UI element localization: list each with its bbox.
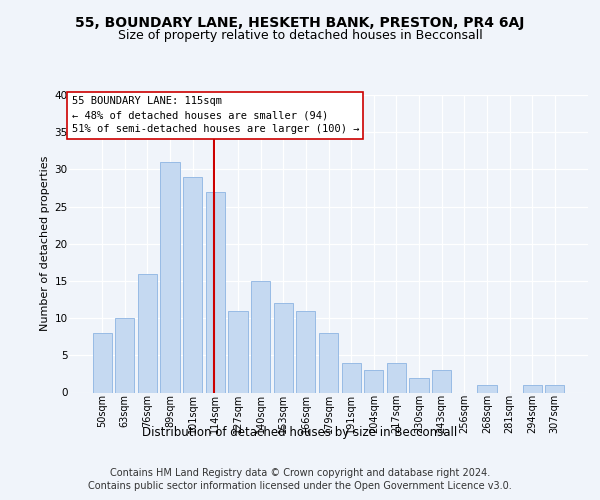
Text: Contains public sector information licensed under the Open Government Licence v3: Contains public sector information licen… — [88, 481, 512, 491]
Bar — [319, 333, 338, 392]
Bar — [92, 333, 112, 392]
Bar — [341, 363, 361, 392]
Bar — [251, 281, 270, 392]
Text: 55 BOUNDARY LANE: 115sqm
← 48% of detached houses are smaller (94)
51% of semi-d: 55 BOUNDARY LANE: 115sqm ← 48% of detach… — [71, 96, 359, 134]
Bar — [477, 385, 497, 392]
Bar — [115, 318, 134, 392]
Bar — [206, 192, 225, 392]
Bar — [160, 162, 180, 392]
Text: 55, BOUNDARY LANE, HESKETH BANK, PRESTON, PR4 6AJ: 55, BOUNDARY LANE, HESKETH BANK, PRESTON… — [76, 16, 524, 30]
Bar — [274, 303, 293, 392]
Bar — [183, 177, 202, 392]
Text: Contains HM Land Registry data © Crown copyright and database right 2024.: Contains HM Land Registry data © Crown c… — [110, 468, 490, 477]
Bar — [432, 370, 451, 392]
Bar — [523, 385, 542, 392]
Text: Size of property relative to detached houses in Becconsall: Size of property relative to detached ho… — [118, 30, 482, 43]
Bar — [387, 363, 406, 392]
Bar — [138, 274, 157, 392]
Bar — [545, 385, 565, 392]
Bar — [296, 310, 316, 392]
Text: Distribution of detached houses by size in Becconsall: Distribution of detached houses by size … — [142, 426, 458, 439]
Bar — [409, 378, 428, 392]
Y-axis label: Number of detached properties: Number of detached properties — [40, 156, 50, 332]
Bar — [229, 310, 248, 392]
Bar — [364, 370, 383, 392]
